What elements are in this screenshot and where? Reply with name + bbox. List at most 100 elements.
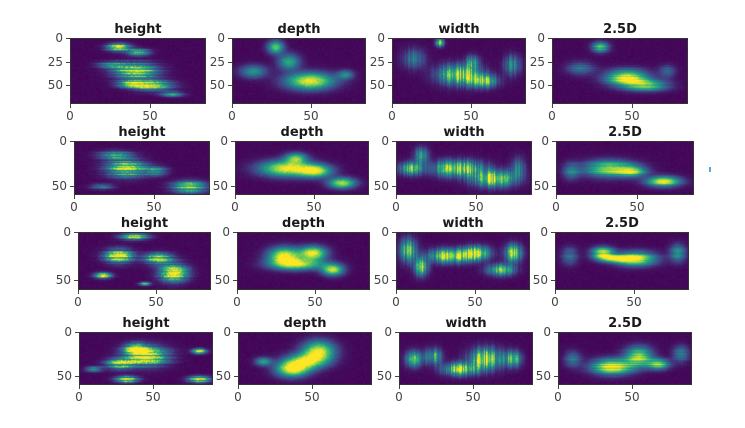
y-tick-mark	[233, 232, 237, 233]
heatmap-image	[237, 232, 370, 290]
y-tick-mark	[70, 186, 74, 187]
x-tick-label: 50	[146, 200, 162, 214]
y-tick-label: 50	[529, 78, 545, 92]
x-tick-label: 0	[392, 200, 400, 214]
y-tick-label: 50	[369, 78, 385, 92]
heatmap-panel: width 0 50 0 50	[374, 217, 530, 308]
x-tick-label: 0	[388, 109, 396, 123]
x-tick-mark	[634, 290, 635, 294]
y-tick-mark	[234, 376, 238, 377]
heatmap-image	[399, 332, 533, 385]
heatmap-image	[238, 332, 372, 385]
x-tick-label: 0	[551, 295, 559, 309]
x-tick-label: 0	[552, 200, 560, 214]
heatmap-image	[70, 38, 206, 104]
y-tick-label: 0	[540, 225, 548, 239]
y-tick-mark	[395, 376, 399, 377]
x-tick-label: 0	[234, 390, 242, 404]
y-tick-label: 25	[369, 55, 385, 69]
y-tick-mark	[388, 38, 392, 39]
x-tick-mark	[150, 104, 151, 108]
x-tick-label: 0	[395, 390, 403, 404]
y-tick-label: 50	[47, 78, 63, 92]
x-tick-label: 50	[467, 295, 483, 309]
heatmap-image	[396, 141, 532, 195]
x-tick-mark	[552, 104, 553, 108]
y-tick-mark	[551, 280, 555, 281]
x-tick-label: 0	[228, 109, 236, 123]
y-tick-mark	[395, 332, 399, 333]
x-tick-mark	[396, 290, 397, 294]
y-tick-label: 0	[64, 325, 72, 339]
x-tick-label: 0	[233, 295, 241, 309]
x-tick-label: 50	[463, 109, 479, 123]
y-tick-label: 0	[223, 325, 231, 339]
x-tick-label: 50	[468, 200, 484, 214]
y-tick-mark	[74, 232, 78, 233]
x-tick-label: 50	[629, 200, 645, 214]
y-tick-mark	[552, 186, 556, 187]
y-tick-label: 50	[215, 369, 231, 383]
heatmap-image	[396, 232, 530, 290]
y-tick-label: 50	[533, 179, 549, 193]
heatmap-panel: width 0 50 0 50	[374, 126, 532, 213]
heatmap-panel: depth 0 50 0 50	[215, 217, 370, 308]
y-tick-label: 50	[376, 369, 392, 383]
y-tick-mark	[66, 85, 70, 86]
y-tick-label: 0	[381, 225, 389, 239]
panel-title: height	[118, 125, 166, 140]
y-tick-label: 25	[209, 55, 225, 69]
x-tick-mark	[78, 290, 79, 294]
y-tick-label: 0	[381, 134, 389, 148]
x-tick-label: 50	[626, 295, 642, 309]
heatmap-image	[78, 232, 211, 290]
y-tick-mark	[233, 280, 237, 281]
x-tick-mark	[312, 385, 313, 389]
y-tick-mark	[70, 141, 74, 142]
x-tick-mark	[476, 195, 477, 199]
y-tick-label: 0	[541, 134, 549, 148]
y-tick-label: 50	[55, 273, 71, 287]
y-tick-mark	[75, 376, 79, 377]
y-tick-mark	[554, 332, 558, 333]
panel-title: depth	[277, 22, 321, 37]
panel-title: depth	[282, 216, 325, 231]
y-tick-label: 50	[535, 369, 551, 383]
y-tick-mark	[75, 332, 79, 333]
x-tick-label: 0	[231, 200, 239, 214]
x-tick-mark	[314, 195, 315, 199]
heatmap-image	[556, 141, 694, 195]
x-tick-label: 50	[142, 109, 158, 123]
x-tick-label: 0	[554, 390, 562, 404]
heatmap-panel: 2.5D 0 50 0 50	[534, 126, 694, 213]
x-tick-mark	[156, 290, 157, 294]
panel-title: width	[442, 216, 484, 231]
y-tick-mark	[554, 376, 558, 377]
panel-title: depth	[283, 316, 327, 331]
heatmap-image	[235, 141, 369, 195]
x-tick-mark	[74, 195, 75, 199]
x-tick-label: 50	[306, 200, 322, 214]
stray-tick-mark	[709, 167, 711, 172]
y-tick-mark	[392, 280, 396, 281]
heatmap-panel: 2.5D 0 50 0 50	[536, 317, 692, 403]
x-tick-mark	[555, 290, 556, 294]
x-tick-mark	[558, 385, 559, 389]
x-tick-label: 50	[145, 390, 161, 404]
heatmap-panel: 2.5D 0 25 50 0 50	[530, 23, 688, 122]
y-tick-label: 0	[537, 31, 545, 45]
y-tick-mark	[231, 141, 235, 142]
x-tick-label: 50	[465, 390, 481, 404]
heatmap-image	[79, 332, 213, 385]
y-tick-mark	[66, 62, 70, 63]
panel-title: 2.5D	[603, 22, 637, 37]
x-tick-label: 0	[70, 200, 78, 214]
y-tick-mark	[74, 280, 78, 281]
y-tick-mark	[234, 332, 238, 333]
y-tick-mark	[66, 38, 70, 39]
x-tick-mark	[154, 195, 155, 199]
heatmap-image	[74, 141, 210, 195]
x-tick-label: 0	[75, 390, 83, 404]
y-tick-label: 0	[217, 31, 225, 45]
x-tick-label: 50	[624, 109, 640, 123]
